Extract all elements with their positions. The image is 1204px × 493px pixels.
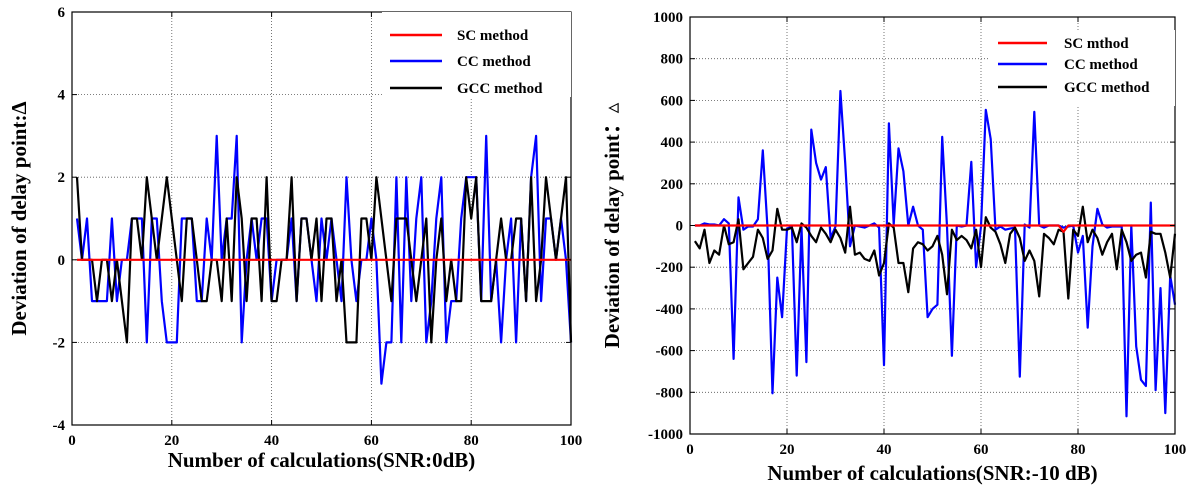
series-line-gcc-method: [693, 205, 1177, 300]
x-tick-label: 40: [264, 433, 279, 449]
legend-entry: GCC method: [457, 81, 543, 97]
y-axis-label: Deviation of delay point：▵: [600, 102, 624, 348]
x-tick-label: 0: [68, 433, 76, 449]
x-tick-label: 20: [164, 433, 179, 449]
y-tick-label: 1000: [653, 10, 683, 26]
legend-box: [382, 12, 571, 97]
y-tick-label: 200: [661, 177, 684, 193]
series-line-sc-mthod: [694, 224, 1175, 233]
y-tick-label: 4: [58, 88, 66, 104]
x-tick-label: 20: [780, 442, 795, 458]
y-tick-label: 2: [58, 170, 66, 186]
legend: SC method CC method GCC method: [382, 12, 571, 97]
x-tick-label: 40: [877, 442, 892, 458]
x-tick-label: 80: [464, 433, 479, 449]
y-tick-label: -800: [656, 385, 684, 401]
y-tick-label: -4: [53, 418, 66, 434]
x-axis-label: Number of calculations(SNR:0dB): [168, 448, 476, 472]
x-tick-label: 100: [560, 433, 583, 449]
y-axis-label: Deviation of delay point:Δ: [7, 101, 31, 335]
series-line-cc-method: [694, 89, 1177, 418]
legend-entry: CC method: [1064, 57, 1138, 73]
x-tick-label: 60: [364, 433, 379, 449]
y-tick-label: -1000: [648, 427, 683, 443]
legend-entry: GCC method: [1064, 80, 1150, 96]
y-tick-label: 0: [676, 219, 684, 235]
legend-entry: SC mthod: [1064, 36, 1129, 52]
x-tick-label: 60: [974, 442, 989, 458]
x-tick-label: 80: [1071, 442, 1086, 458]
y-tick-label: -200: [656, 260, 684, 276]
legend-entry: SC method: [457, 28, 529, 44]
legend-entry: CC method: [457, 54, 531, 70]
y-tick-label: -2: [53, 335, 66, 351]
y-tick-label: -400: [656, 302, 684, 318]
x-axis-label: Number of calculations(SNR:-10 dB): [767, 461, 1097, 485]
y-tick-label: 0: [58, 253, 66, 269]
y-tick-label: -600: [656, 344, 684, 360]
chart-2: 0 20 40 60 80 100 -1000 -800 -600 -400 -200 0 200 400…: [600, 10, 1186, 485]
x-tick-label: 0: [686, 442, 694, 458]
x-tick-label: 100: [1164, 442, 1187, 458]
y-tick-label: 400: [661, 135, 684, 151]
plot-frame: [71, 11, 572, 426]
legend: SC mthod CC method GCC method: [990, 30, 1175, 106]
y-tick-label: 600: [661, 93, 684, 109]
y-tick-label: 6: [58, 5, 66, 21]
y-tick-label: 800: [661, 52, 684, 68]
chart-1: 0 20 40 60 80 100 -4 -2 0 2 4 6 Number of calculatio…: [7, 5, 582, 472]
